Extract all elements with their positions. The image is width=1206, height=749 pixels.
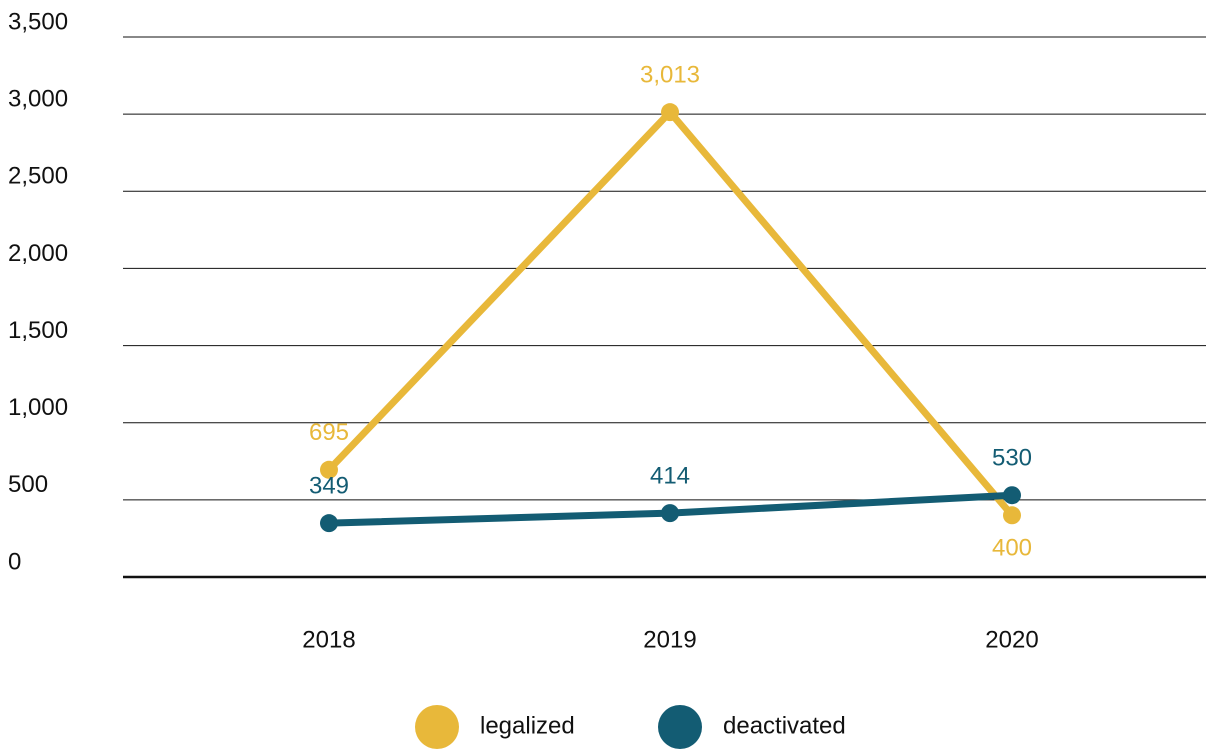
x-tick-label: 2019 — [643, 626, 696, 653]
legend-label: legalized — [480, 712, 575, 739]
legend-swatch — [415, 705, 459, 749]
x-tick-label: 2020 — [985, 626, 1038, 653]
data-label: 414 — [650, 462, 690, 489]
data-point — [320, 514, 338, 533]
data-point — [1003, 486, 1021, 505]
y-tick-label: 3,500 — [8, 8, 68, 35]
y-tick-label: 0 — [8, 548, 21, 575]
data-label: 400 — [992, 535, 1032, 562]
data-point — [320, 460, 338, 479]
series-line — [326, 108, 1015, 518]
legend-label: deactivated — [723, 712, 846, 739]
data-point — [661, 103, 679, 122]
data-label: 3,013 — [640, 61, 700, 88]
y-tick-label: 2,500 — [8, 163, 68, 190]
data-point — [1003, 506, 1021, 525]
y-tick-label: 3,000 — [8, 85, 68, 112]
data-point — [661, 504, 679, 523]
data-label: 349 — [309, 472, 349, 499]
data-label: 695 — [309, 419, 349, 446]
y-tick-label: 2,000 — [8, 240, 68, 267]
y-tick-label: 1,000 — [8, 394, 68, 421]
y-tick-label: 500 — [8, 471, 48, 498]
y-tick-label: 1,500 — [8, 317, 68, 344]
x-tick-label: 2018 — [302, 626, 355, 653]
data-label: 530 — [992, 445, 1032, 472]
legend-swatch — [658, 705, 702, 749]
